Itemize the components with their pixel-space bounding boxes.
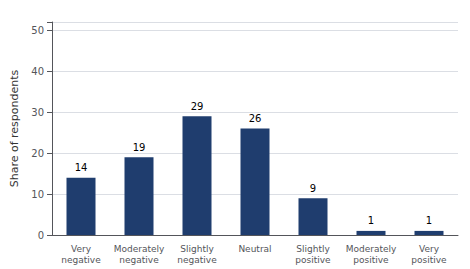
svg-text:negative: negative	[61, 255, 101, 265]
svg-text:29: 29	[191, 101, 204, 112]
svg-text:0: 0	[38, 230, 44, 241]
svg-text:Very: Very	[419, 244, 440, 254]
svg-text:Slightly: Slightly	[296, 244, 330, 254]
svg-text:14: 14	[75, 162, 88, 173]
svg-text:negative: negative	[119, 255, 159, 265]
svg-text:9: 9	[310, 183, 316, 194]
svg-text:positive: positive	[411, 255, 447, 265]
svg-text:Very: Very	[71, 244, 92, 254]
svg-text:positive: positive	[295, 255, 331, 265]
svg-text:Slightly: Slightly	[180, 244, 214, 254]
svg-text:Share of respondents: Share of respondents	[8, 69, 21, 187]
svg-text:30: 30	[31, 107, 44, 118]
svg-text:Moderately: Moderately	[346, 244, 397, 254]
svg-text:10: 10	[31, 189, 44, 200]
svg-text:1: 1	[426, 215, 432, 226]
svg-text:positive: positive	[353, 255, 389, 265]
svg-text:Moderately: Moderately	[114, 244, 165, 254]
svg-text:50: 50	[31, 25, 44, 36]
svg-text:negative: negative	[177, 255, 217, 265]
svg-text:40: 40	[31, 66, 44, 77]
svg-text:1: 1	[368, 215, 374, 226]
svg-text:20: 20	[31, 148, 44, 159]
svg-text:26: 26	[249, 113, 262, 124]
svg-text:19: 19	[133, 142, 146, 153]
svg-text:Neutral: Neutral	[238, 244, 271, 254]
